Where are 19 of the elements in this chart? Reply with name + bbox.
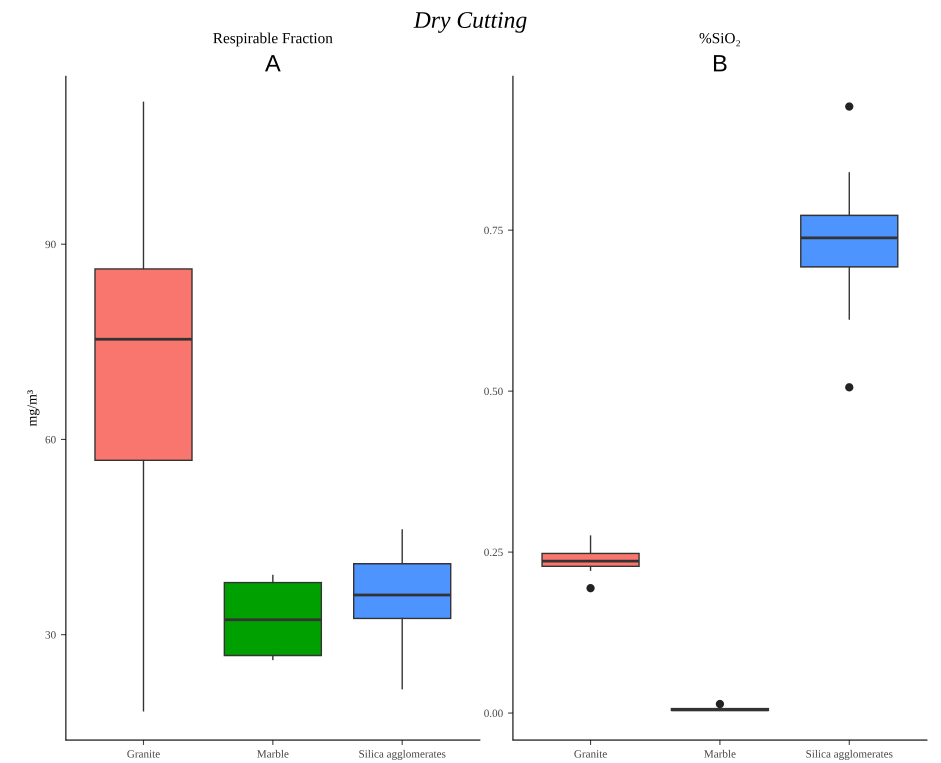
x-tick-label: Silica agglomerates (806, 750, 893, 760)
chart-subtitle: A (265, 55, 281, 72)
y-tick-label: 60 (46, 436, 56, 444)
x-tick-label: Silica agglomerates (359, 750, 446, 760)
y-tick-label: 30 (46, 631, 56, 639)
chart-title: Respirable Fraction (213, 32, 333, 46)
y-tick-label: 90 (45, 240, 56, 248)
y-tick-label: 0.75 (484, 226, 503, 234)
y-axis-title: mg/m³ (27, 390, 40, 426)
x-tick-label: Granite (574, 750, 607, 758)
y-tick-label: 0.50 (484, 388, 503, 396)
chart-title: %SiO₂ (700, 33, 740, 46)
y-tick-label: 0.25 (484, 548, 503, 556)
x-tick-label: Marble (257, 750, 288, 758)
x-tick-label: Granite (127, 750, 160, 758)
y-tick-label: 0.00 (484, 710, 503, 718)
chart-subtitle: B (714, 55, 727, 72)
text: Dry Cutting (414, 12, 527, 33)
x-tick-label: Marble (704, 750, 736, 758)
